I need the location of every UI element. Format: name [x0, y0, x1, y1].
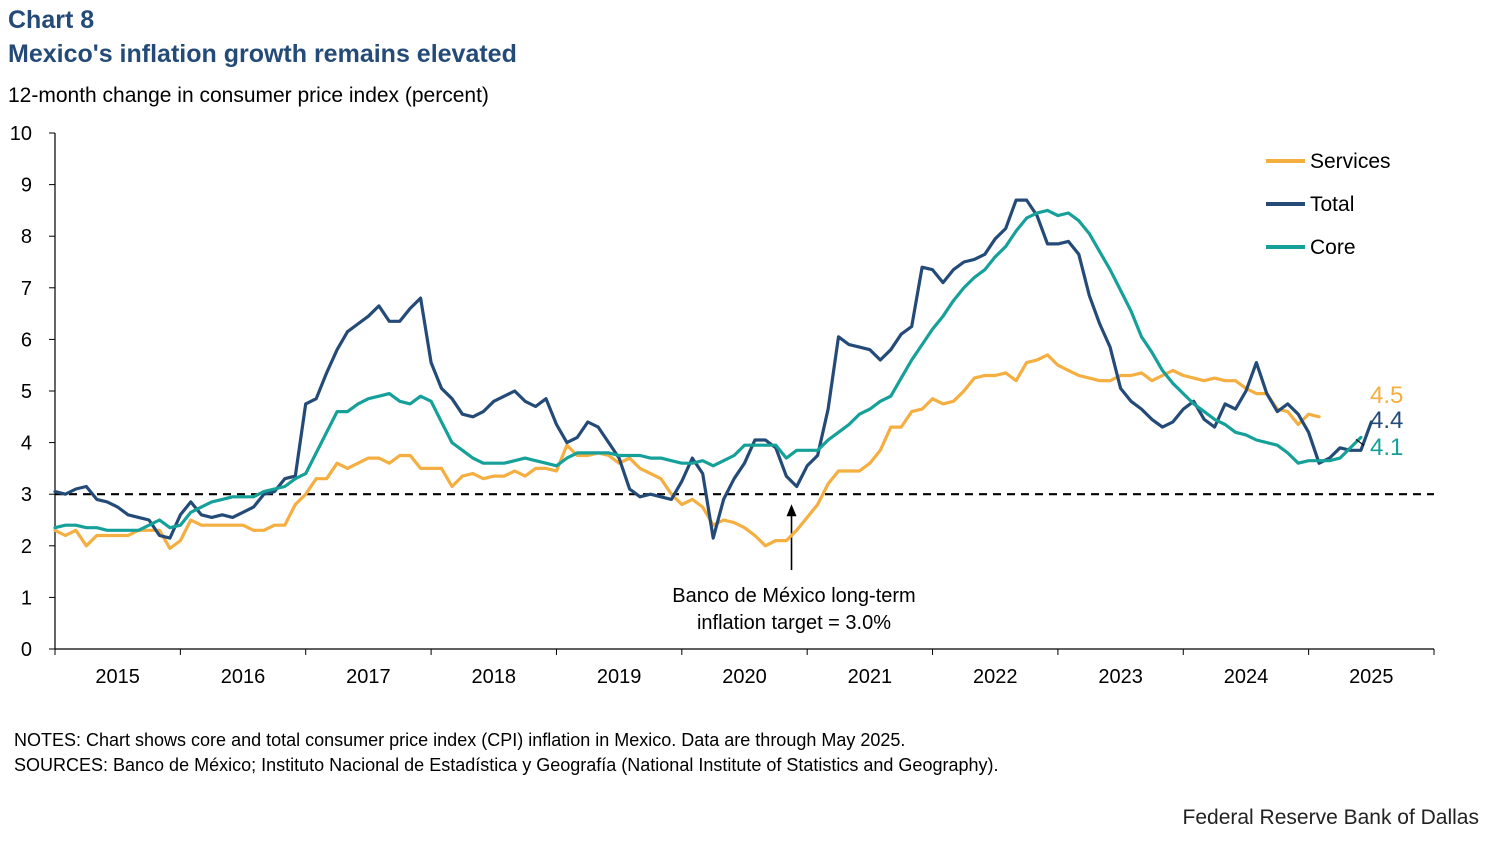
y-tick-label: 3 [21, 484, 32, 506]
x-tick-label: 2017 [346, 666, 391, 688]
x-tick-label: 2022 [973, 666, 1018, 688]
y-tick-label: 4 [21, 433, 32, 455]
notes-block: NOTES: Chart shows core and total consum… [14, 728, 998, 778]
annotation-text: Banco de México long-term [672, 585, 915, 607]
chart-number: Chart 8 [8, 6, 95, 34]
x-tick-label: 2016 [221, 666, 266, 688]
core-label-pointer [1355, 438, 1365, 446]
series-line-total [53, 198, 1373, 540]
y-tick-label: 10 [10, 123, 32, 145]
y-tick-label: 6 [21, 329, 32, 351]
source-credit: Federal Reserve Bank of Dallas [1182, 806, 1479, 829]
x-tick-label: 2018 [472, 666, 517, 688]
series-line-core [53, 208, 1363, 532]
x-tick-label: 2019 [597, 666, 642, 688]
x-tick-label: 2015 [95, 666, 140, 688]
y-tick-label: 2 [21, 536, 32, 558]
legend-label-core: Core [1310, 236, 1356, 259]
y-tick-label: 9 [21, 175, 32, 197]
chart-title: Mexico's inflation growth remains elevat… [8, 40, 517, 68]
notes-line: NOTES: Chart shows core and total consum… [14, 730, 906, 750]
series-line-services [53, 353, 1321, 551]
y-tick-label: 5 [21, 381, 32, 403]
end-label-services: 4.5 [1370, 382, 1403, 409]
legend-label-total: Total [1310, 193, 1354, 216]
end-label-core: 4.1 [1370, 434, 1403, 461]
x-tick-label: 2021 [848, 666, 893, 688]
x-tick-label: 2024 [1224, 666, 1269, 688]
chart-subtitle: 12-month change in consumer price index … [8, 84, 489, 107]
end-label-total: 4.4 [1370, 407, 1403, 434]
annotation-text: inflation target = 3.0% [697, 612, 891, 634]
legend-label-services: Services [1310, 150, 1391, 173]
x-tick-label: 2020 [722, 666, 767, 688]
annotation-arrow-head [786, 504, 797, 517]
x-tick-label: 2025 [1349, 666, 1394, 688]
sources-line: SOURCES: Banco de México; Instituto Naci… [14, 755, 999, 775]
x-tick-label: 2023 [1098, 666, 1143, 688]
y-tick-label: 1 [21, 587, 32, 609]
y-tick-label: 0 [21, 639, 32, 661]
y-tick-label: 7 [21, 278, 32, 300]
y-tick-label: 8 [21, 226, 32, 248]
